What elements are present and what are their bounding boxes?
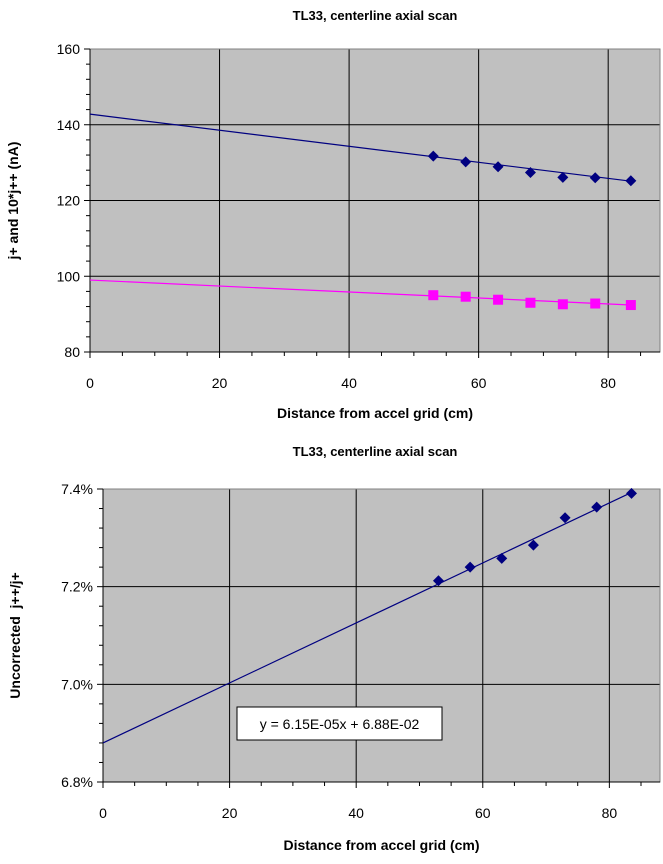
- x-axis-label: Distance from accel grid (cm): [277, 405, 473, 421]
- chart-title: TL33, centerline axial scan: [293, 444, 458, 459]
- series-0-point: [589, 172, 601, 184]
- y-tick-label: 7.0%: [61, 676, 93, 692]
- y-tick-label: 120: [57, 193, 81, 209]
- series-0-point: [625, 175, 637, 187]
- series-0-point: [559, 512, 571, 524]
- x-tick-label: 80: [600, 375, 616, 391]
- y-tick-label: 160: [57, 41, 81, 57]
- x-tick-label: 60: [475, 805, 491, 821]
- series-0-trendline: [89, 113, 631, 182]
- series-0-point: [460, 156, 472, 168]
- x-tick-label: 20: [222, 805, 238, 821]
- equation-box: [236, 706, 443, 741]
- y-tick-label: 7.4%: [61, 481, 93, 497]
- series-1-point: [428, 290, 439, 301]
- x-tick-label: 40: [341, 375, 357, 391]
- series-0-point: [432, 575, 444, 587]
- series-0-point: [427, 150, 439, 162]
- x-tick-label: 20: [212, 375, 228, 391]
- equation-label: y = 6.15E-05x + 6.88E-02: [260, 716, 420, 732]
- series-1-trendline: [89, 279, 631, 306]
- series-0-trendline: [102, 491, 632, 744]
- x-tick-label: 0: [86, 375, 94, 391]
- y-tick-label: 7.2%: [61, 579, 93, 595]
- series-0-point: [524, 166, 536, 178]
- series-1-point: [525, 297, 536, 308]
- series-0-point: [626, 487, 638, 499]
- series-0-point: [464, 561, 476, 573]
- series-1-point: [493, 294, 504, 305]
- x-tick-label: 80: [602, 805, 618, 821]
- series-0-point: [527, 539, 539, 551]
- series-0-point: [496, 552, 508, 564]
- series-0-point: [492, 161, 504, 173]
- series-1-point: [557, 299, 568, 310]
- x-tick-label: 60: [471, 375, 487, 391]
- x-tick-label: 40: [348, 805, 364, 821]
- series-1-point: [460, 291, 471, 302]
- series-0-point: [591, 501, 603, 513]
- y-tick-label: 140: [57, 117, 81, 133]
- y-axis-label: Uncorrected j++/j+: [7, 572, 23, 698]
- series-1-point: [590, 298, 601, 309]
- y-tick-label: 100: [57, 268, 81, 284]
- series-0-point: [557, 171, 569, 183]
- chart-title: TL33, centerline axial scan: [293, 8, 458, 23]
- x-tick-label: 0: [99, 805, 107, 821]
- y-tick-label: 80: [64, 344, 80, 360]
- x-axis-label: Distance from accel grid (cm): [283, 837, 479, 853]
- y-axis-label: j+ and 10*j++ (nA): [5, 142, 21, 261]
- series-1-point: [625, 300, 636, 311]
- y-tick-label: 6.8%: [61, 774, 93, 790]
